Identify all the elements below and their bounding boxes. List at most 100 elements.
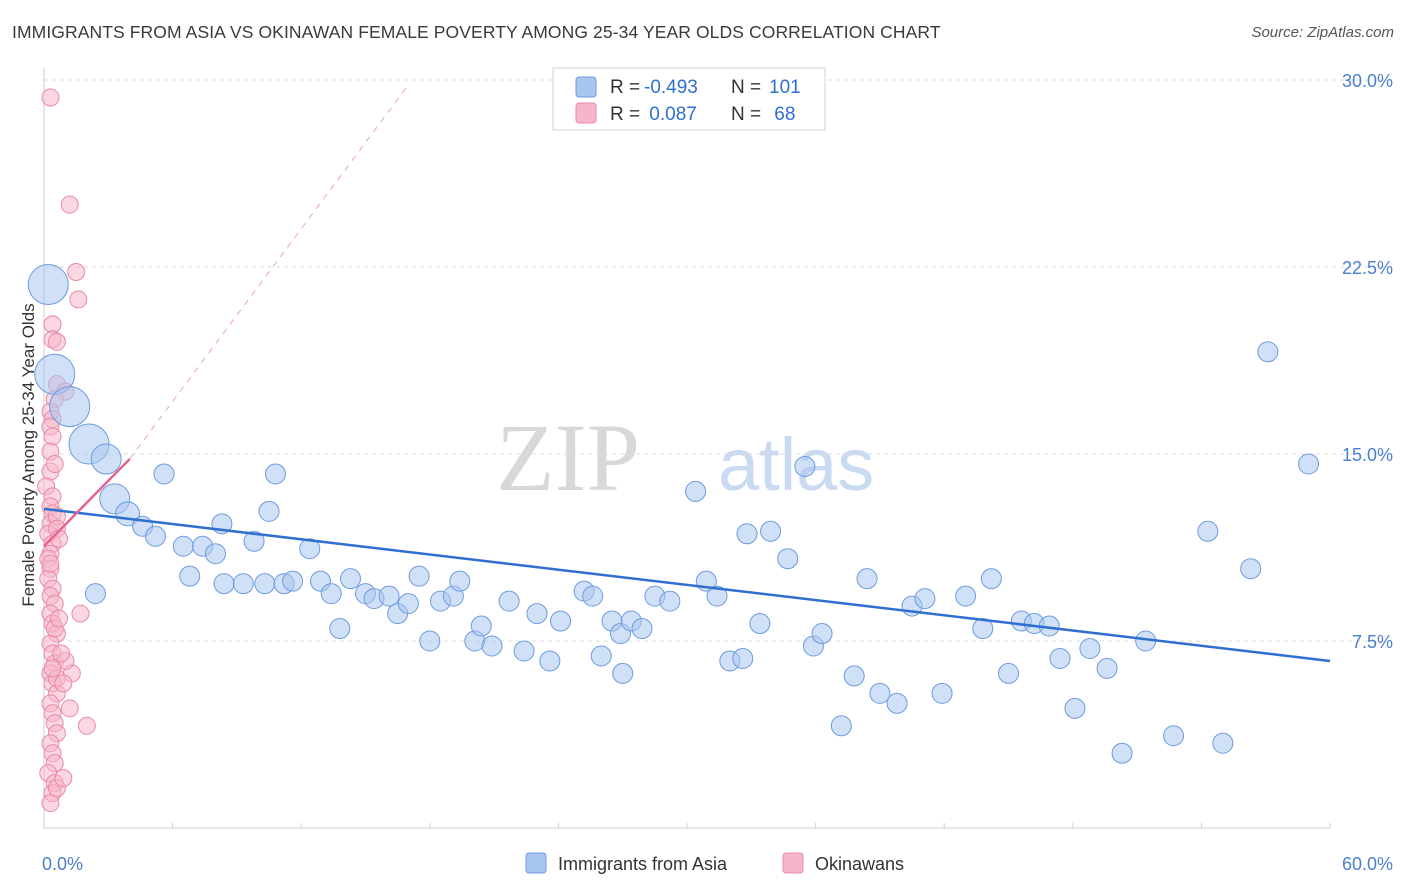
okinawans-point [41, 554, 60, 573]
x-tick-labels: 0.0% 60.0% [42, 854, 1393, 874]
okinawans-point [43, 659, 62, 678]
asia-point [914, 588, 936, 610]
correlation-legend: R = -0.493 N = 101 R = 0.087 N = 68 [552, 67, 826, 131]
bottom-legend-swatch-blue [525, 852, 547, 874]
bottom-legend-swatch-pink [782, 852, 804, 874]
legend-swatch-blue [575, 76, 597, 98]
asia-point [153, 463, 175, 485]
asia-point [955, 585, 977, 607]
okinawans-point [41, 794, 60, 813]
asia-point [980, 568, 1002, 590]
asia-point [582, 585, 604, 607]
asia-point [329, 618, 351, 640]
bottom-legend-label-pink: Okinawans [815, 854, 904, 874]
asia-point [1049, 647, 1071, 669]
okinawans-point [67, 262, 86, 281]
asia-point [397, 593, 419, 615]
asia-point [685, 480, 707, 502]
source-credit: Source: ZipAtlas.com [1251, 24, 1394, 41]
okinawans-point [77, 716, 96, 735]
okinawans-point [69, 290, 88, 309]
asia-point [777, 548, 799, 570]
asia-point [1163, 725, 1185, 747]
asia-point [470, 615, 492, 637]
asia-point [90, 443, 122, 475]
asia-point [856, 568, 878, 590]
okinawans-point [54, 674, 73, 693]
asia-point [794, 455, 816, 477]
okinawans-point [45, 454, 64, 473]
asia-point [1096, 657, 1118, 679]
asia-point [481, 635, 503, 657]
legend-n-value-blue: 101 [769, 77, 801, 98]
asia-point [998, 662, 1019, 684]
legend-r-label-blue: R = [610, 77, 640, 98]
gridlines [44, 79, 1392, 642]
watermark: ZIP atlas [496, 404, 874, 511]
asia-point [526, 603, 548, 625]
legend-n-label-blue: N = [731, 77, 761, 98]
asia-point [869, 682, 891, 704]
chart-title: IMMIGRANTS FROM ASIA VS OKINAWAN FEMALE … [12, 22, 941, 42]
asia-point [1111, 742, 1133, 764]
asia-point [972, 618, 994, 640]
bottom-legend-label-blue: Immigrants from Asia [558, 854, 728, 874]
asia-point [378, 585, 400, 607]
asia-point [498, 590, 520, 612]
axes [43, 68, 1331, 829]
asia-point [172, 535, 194, 557]
x-tick-label: 0.0% [42, 854, 83, 874]
watermark-zip: ZIP [496, 404, 640, 511]
asia-point [254, 573, 276, 595]
asia-point [419, 630, 441, 652]
asia-point [539, 650, 561, 672]
okinawans-point [43, 427, 62, 446]
asia-point [513, 640, 535, 662]
okinawans-point [71, 604, 90, 623]
asia-point [886, 692, 908, 714]
asia-point [264, 463, 286, 485]
y-tick-label: 7.5% [1352, 632, 1393, 652]
asia-point [1064, 697, 1086, 719]
asia-point [339, 568, 361, 590]
y-tick-label: 22.5% [1342, 258, 1393, 278]
asia-point [843, 665, 865, 687]
asia-point [931, 682, 953, 704]
asia-point [1257, 341, 1279, 363]
asia-point [1240, 558, 1262, 580]
okinawans-points [37, 88, 96, 813]
series-legend: Immigrants from Asia Okinawans [525, 852, 904, 874]
asia-point [282, 570, 304, 592]
asia-point [550, 610, 572, 632]
y-tick-labels: 7.5% 15.0% 22.5% 30.0% [1342, 71, 1393, 652]
legend-r-value-blue: -0.493 [644, 77, 698, 98]
okinawans-point [54, 769, 73, 788]
asia-point [706, 585, 728, 607]
trend-lines [43, 84, 1331, 663]
asia-point [1197, 520, 1219, 542]
x-tick-label: 60.0% [1342, 854, 1393, 874]
asia-point [760, 520, 782, 542]
legend-n-value-pink: 68 [769, 104, 795, 125]
okinawans-point [41, 88, 60, 107]
asia-point [830, 715, 852, 737]
asia-point [1212, 732, 1234, 754]
legend-swatch-pink [575, 102, 597, 124]
legend-r-label-pink: R = [610, 104, 640, 125]
asia-point [258, 500, 280, 522]
okinawans-point [60, 195, 79, 214]
okinawans-trend-extension [129, 84, 409, 460]
asia-point [590, 645, 612, 667]
okinawans-point [43, 315, 62, 334]
y-tick-label: 30.0% [1342, 71, 1393, 91]
okinawans-trend-line [43, 458, 131, 548]
okinawans-point [52, 644, 71, 663]
asia-point [1298, 453, 1320, 475]
okinawans-point [47, 332, 66, 351]
okinawans-point [50, 609, 69, 628]
asia-point [1079, 637, 1101, 659]
asia-point [299, 538, 321, 560]
asia-point [144, 525, 166, 547]
asia-point [27, 263, 69, 305]
